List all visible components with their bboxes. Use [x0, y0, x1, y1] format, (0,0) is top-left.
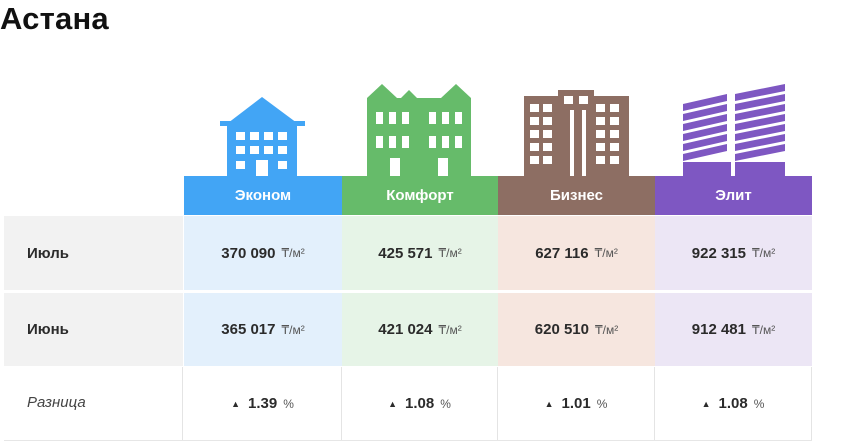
price-cell: 922 315 ₸/м²: [655, 216, 812, 290]
row-label-text: Июль: [27, 244, 69, 262]
column-header-comfort: Комфорт: [342, 176, 498, 215]
elite-skyscraper-icon: [683, 84, 785, 176]
price-value: 370 090: [221, 244, 276, 262]
price-unit: ₸/м²: [595, 322, 619, 337]
price-cell: 912 481 ₸/м²: [655, 293, 812, 366]
price-value: 421 024: [378, 321, 433, 338]
price-cell: 370 090 ₸/м²: [184, 216, 342, 290]
column-header-econom: Эконом: [184, 176, 342, 215]
difference-value: 1.01: [561, 395, 591, 412]
price-cell: 627 116 ₸/м²: [498, 216, 655, 290]
price-value: 425 571: [378, 244, 433, 262]
column-header-label: Комфорт: [386, 187, 454, 204]
row-label-june: Июнь: [4, 293, 183, 366]
difference-cell: ▲ 1.08%: [655, 367, 812, 440]
up-arrow-icon: ▲: [544, 398, 554, 409]
up-arrow-icon: ▲: [231, 398, 241, 409]
table-bottom-border: [4, 440, 812, 441]
price-unit: ₸/м²: [752, 246, 776, 260]
price-unit: ₸/м²: [438, 246, 462, 260]
price-unit: ₸/м²: [281, 322, 305, 337]
difference-unit: %: [283, 396, 294, 411]
price-unit: ₸/м²: [438, 322, 462, 337]
price-cell: 365 017 ₸/м²: [184, 293, 342, 366]
row-label-difference: Разница: [4, 367, 183, 440]
up-arrow-icon: ▲: [388, 398, 398, 409]
difference-unit: %: [753, 396, 765, 411]
column-header-label: Элит: [715, 187, 752, 204]
price-value: 620 510: [534, 321, 589, 338]
difference-cell: ▲ 1.08%: [342, 367, 498, 440]
difference-unit: %: [596, 396, 608, 411]
row-label-text: Июнь: [27, 321, 69, 338]
price-value: 912 481: [691, 321, 746, 338]
row-label-july: Июль: [4, 216, 183, 290]
difference-value: 1.08: [405, 395, 435, 412]
column-header-label: Эконом: [234, 187, 292, 204]
price-cell: 620 510 ₸/м²: [498, 293, 655, 366]
price-cell: 425 571 ₸/м²: [342, 216, 498, 290]
row-label-text: Разница: [27, 394, 86, 411]
column-header-business: Бизнес: [498, 176, 655, 215]
price-cell: 421 024 ₸/м²: [342, 293, 498, 366]
office-tower-icon: [524, 90, 629, 176]
price-unit: ₸/м²: [752, 322, 776, 337]
difference-value: 1.39: [248, 395, 278, 412]
low-rise-building-icon: [214, 97, 311, 176]
price-unit: ₸/м²: [594, 246, 618, 260]
price-value: 365 017: [221, 321, 276, 338]
price-value: 627 116: [535, 244, 589, 262]
price-value: 922 315: [691, 244, 746, 262]
townhouse-building-icon: [367, 84, 471, 176]
column-header-elite: Элит: [655, 176, 812, 215]
difference-value: 1.08: [718, 395, 748, 412]
difference-unit: %: [440, 396, 451, 411]
price-unit: ₸/м²: [281, 246, 305, 260]
column-header-label: Бизнес: [549, 187, 603, 204]
difference-cell: ▲ 1.39%: [184, 367, 342, 440]
page-title: Астана: [0, 1, 109, 36]
difference-cell: ▲ 1.01%: [498, 367, 655, 440]
up-arrow-icon: ▲: [701, 398, 711, 409]
